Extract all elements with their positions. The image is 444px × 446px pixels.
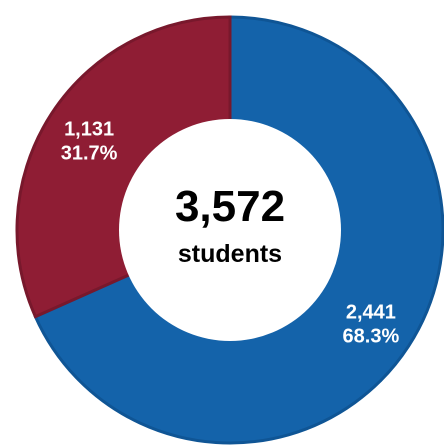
slice-percent-label-2: 31.7% [61,143,118,165]
slice-value-label-2: 1,131 [64,119,114,141]
center-total-value: 3,572 [175,182,285,231]
donut-hole [119,119,341,341]
center-total-caption: students [178,240,282,268]
slice-percent-label-1: 68.3% [343,326,400,348]
slice-value-label-1: 2,441 [346,302,396,324]
